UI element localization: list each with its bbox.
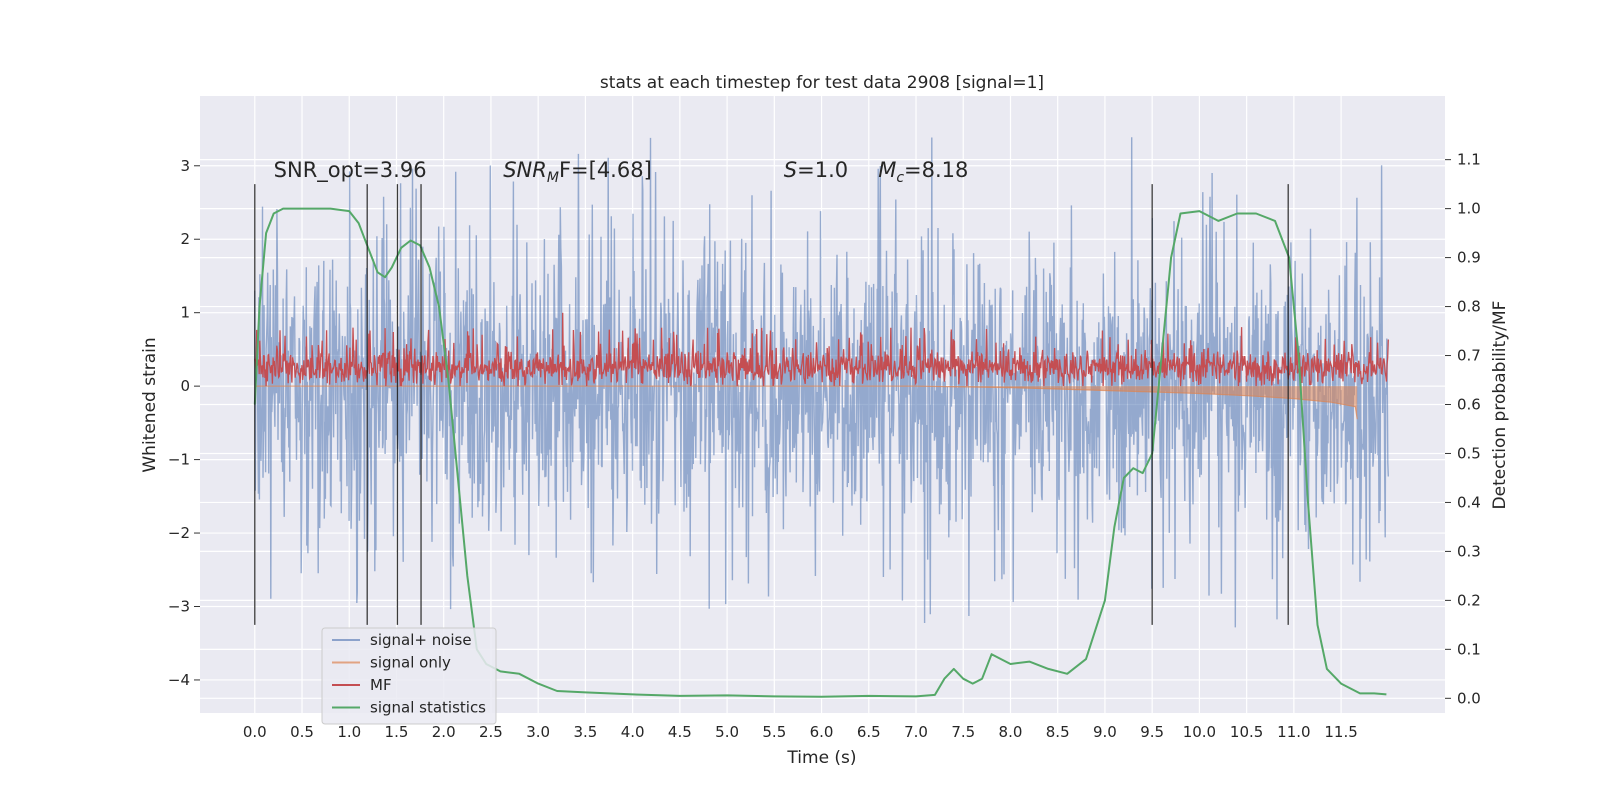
y2-tick-label: 0.3 — [1457, 542, 1481, 560]
x-tick-label: 4.0 — [621, 723, 645, 741]
x-tick-label: 6.0 — [810, 723, 834, 741]
x-tick-label: 4.5 — [668, 723, 692, 741]
annotation-layer: SNR_opt=3.96 SNRMF=[4.68] S=1.0 Mc=8.18 — [274, 158, 969, 186]
legend-label: signal+ noise — [370, 631, 472, 649]
x-tick-label: 6.5 — [857, 723, 881, 741]
series-signal-only-area — [254, 386, 1358, 420]
series-mf-line — [254, 312, 1389, 387]
x-tick-label: 11.5 — [1324, 723, 1357, 741]
x-tick-label: 5.5 — [762, 723, 786, 741]
y-axis-right: 0.0 0.1 0.2 0.3 0.4 0.5 0.6 0.7 0.8 0.9 1.0 1.1 — [1445, 151, 1481, 707]
x-tick-label: 11.0 — [1277, 723, 1310, 741]
y2-tick-label: 0.7 — [1457, 347, 1481, 365]
x-tick-label: 1.0 — [337, 723, 361, 741]
y2-tick-label: 1.0 — [1457, 200, 1481, 218]
annotation-snr-mf: SNRMF=[4.68] — [503, 158, 652, 186]
y-tick-label: 0 — [180, 377, 190, 395]
legend: signal+ noise signal only MF signal statist… — [321, 627, 497, 725]
y2-tick-label: 0.2 — [1457, 591, 1481, 609]
legend-label: MF — [370, 676, 392, 694]
y-tick-label: −4 — [168, 671, 190, 689]
y-tick-label: −2 — [168, 524, 190, 542]
annotation-snr-opt: SNR_opt=3.96 — [274, 158, 427, 183]
legend-box — [321, 627, 497, 725]
x-tick-label: 3.5 — [573, 723, 597, 741]
x-tick-label: 0.5 — [290, 723, 314, 741]
y2-tick-label: 0.4 — [1457, 493, 1481, 511]
y-tick-label: −1 — [168, 451, 190, 469]
y-tick-label: 3 — [180, 157, 190, 175]
annotation-mc: Mc=8.18 — [878, 158, 968, 186]
y2-tick-label: 0.5 — [1457, 444, 1481, 462]
x-tick-label: 10.5 — [1230, 723, 1263, 741]
y-axis-left: −4 −3 −2 −1 0 1 2 3 — [168, 157, 200, 689]
x-axis-label: Time (s) — [786, 748, 856, 768]
y2-tick-label: 0.6 — [1457, 396, 1481, 414]
y2-tick-label: 0.9 — [1457, 249, 1481, 267]
x-axis: 0.0 0.5 1.0 1.5 2.0 2.5 3.0 3.5 4.0 4.5 5.0 5.5 6.0 6… — [243, 723, 1358, 741]
series-layer — [253, 137, 1389, 698]
x-tick-label: 9.0 — [1093, 723, 1117, 741]
legend-label: signal statistics — [370, 699, 486, 717]
y2-tick-label: 1.1 — [1457, 151, 1481, 169]
y-tick-label: −3 — [168, 597, 190, 615]
y-tick-label: 1 — [180, 304, 190, 322]
x-tick-label: 10.0 — [1183, 723, 1216, 741]
y2-axis-label: Detection probability/MF — [1490, 301, 1510, 510]
x-tick-label: 1.5 — [385, 723, 409, 741]
y2-tick-label: 0.8 — [1457, 298, 1481, 316]
x-tick-label: 7.5 — [951, 723, 975, 741]
y-tick-label: 2 — [180, 230, 190, 248]
x-tick-label: 8.0 — [999, 723, 1023, 741]
legend-label: signal only — [370, 654, 451, 672]
x-tick-label: 3.0 — [526, 723, 550, 741]
annotation-s: S=1.0 — [784, 158, 848, 182]
x-tick-label: 9.5 — [1140, 723, 1164, 741]
vline-layer — [254, 184, 1289, 625]
series-signal-noise-line — [254, 137, 1389, 628]
x-tick-label: 2.5 — [479, 723, 503, 741]
y-axis-label: Whitened strain — [140, 337, 160, 472]
x-tick-label: 8.5 — [1046, 723, 1070, 741]
y2-tick-label: 0.0 — [1457, 689, 1481, 707]
x-tick-label: 5.0 — [715, 723, 739, 741]
series-signal-statistics-line — [253, 207, 1387, 698]
x-tick-label: 0.0 — [243, 723, 267, 741]
series-signal-only-line — [254, 385, 1358, 420]
y2-tick-label: 0.1 — [1457, 640, 1481, 658]
x-tick-label: 7.0 — [904, 723, 928, 741]
x-tick-label: 2.0 — [432, 723, 456, 741]
chart-title: stats at each timestep for test data 290… — [600, 73, 1044, 93]
